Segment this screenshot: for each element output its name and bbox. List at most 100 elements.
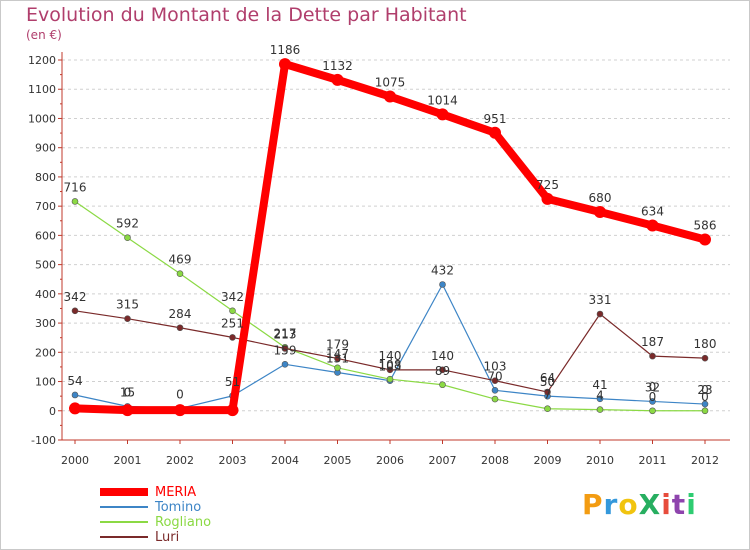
x-tick-label: 2011 bbox=[639, 454, 667, 467]
data-label-rogliano: 89 bbox=[435, 364, 450, 378]
data-point-tomino bbox=[649, 398, 656, 405]
y-tick-label: 100 bbox=[35, 376, 56, 389]
data-label-tomino: 23 bbox=[697, 383, 712, 397]
data-point-luri bbox=[649, 352, 656, 360]
data-point-rogliano bbox=[124, 234, 131, 242]
data-point-rogliano bbox=[439, 381, 446, 389]
data-label-luri: 342 bbox=[64, 290, 87, 304]
overlap-data-label: 0 bbox=[176, 387, 184, 401]
data-point-luri bbox=[596, 310, 604, 318]
y-tick-label: 600 bbox=[35, 229, 56, 242]
overlap-data-label: 0 bbox=[701, 383, 709, 397]
y-tick-label: 400 bbox=[35, 288, 56, 301]
x-tick-label: 2007 bbox=[429, 454, 457, 467]
data-point-luri bbox=[439, 366, 446, 374]
data-label-rogliano: 469 bbox=[169, 253, 192, 267]
data-label-luri: 140 bbox=[431, 349, 454, 363]
x-tick-label: 2008 bbox=[481, 454, 509, 467]
x-tick-label: 2009 bbox=[534, 454, 562, 467]
x-tick-label: 2004 bbox=[271, 454, 299, 467]
data-point-meria bbox=[226, 404, 239, 417]
x-tick-label: 2003 bbox=[219, 454, 247, 467]
chart-title: Evolution du Montant de la Dette par Hab… bbox=[26, 4, 467, 26]
data-label-rogliano: 217 bbox=[274, 326, 297, 340]
data-label-meria: 1186 bbox=[270, 43, 301, 57]
data-label-luri: 284 bbox=[169, 307, 192, 321]
logo-letter: r bbox=[603, 488, 619, 521]
data-point-meria bbox=[279, 58, 291, 71]
y-tick-label: 200 bbox=[35, 346, 56, 359]
data-point-meria bbox=[541, 192, 554, 205]
data-label-meria: 680 bbox=[589, 191, 612, 205]
legend-label: Tomino bbox=[155, 500, 202, 515]
y-tick-label: -100 bbox=[31, 434, 56, 447]
data-label-luri: 140 bbox=[379, 349, 402, 363]
overlap-data-label: 103 bbox=[379, 360, 402, 374]
data-point-luri bbox=[701, 354, 709, 362]
data-point-meria bbox=[436, 108, 449, 121]
data-point-tomino bbox=[71, 391, 79, 399]
overlap-data-label: 0 bbox=[124, 385, 132, 399]
data-label-luri: 331 bbox=[589, 293, 612, 307]
data-label-tomino: 51 bbox=[225, 375, 240, 389]
y-tick-label: 900 bbox=[35, 142, 56, 155]
legend-label: MERIA bbox=[155, 485, 197, 500]
legend-swatch bbox=[100, 536, 148, 538]
data-point-rogliano bbox=[544, 405, 551, 413]
y-tick-label: 1200 bbox=[28, 54, 56, 67]
data-point-meria bbox=[489, 126, 501, 139]
data-point-meria bbox=[331, 73, 344, 86]
y-tick-label: 1100 bbox=[28, 83, 56, 96]
overlap-data-label: 131 bbox=[326, 351, 349, 365]
overlap-data-label: 0 bbox=[649, 380, 657, 394]
data-point-tomino bbox=[491, 387, 499, 394]
data-label-rogliano: 147 bbox=[326, 347, 349, 361]
x-tick-label: 2001 bbox=[114, 454, 142, 467]
data-point-tomino bbox=[281, 360, 289, 368]
logo-letter: t bbox=[671, 488, 687, 521]
legend-label: Rogliano bbox=[155, 515, 212, 530]
data-point-meria bbox=[699, 233, 711, 246]
data-label-meria: 1075 bbox=[375, 76, 406, 90]
data-label-tomino: 54 bbox=[67, 374, 82, 388]
data-label-luri: 64 bbox=[540, 371, 555, 385]
y-tick-label: 1000 bbox=[28, 112, 56, 125]
data-point-luri bbox=[334, 355, 341, 362]
x-tick-label: 2006 bbox=[376, 454, 404, 467]
data-label-luri: 213 bbox=[274, 328, 297, 342]
data-point-luri bbox=[176, 324, 184, 332]
data-point-rogliano bbox=[176, 270, 184, 277]
data-point-rogliano bbox=[334, 364, 341, 372]
data-point-meria bbox=[384, 90, 396, 103]
y-tick-label: 300 bbox=[35, 317, 56, 330]
y-tick-label: 700 bbox=[35, 200, 56, 213]
data-label-meria: 586 bbox=[694, 218, 717, 232]
data-point-luri bbox=[71, 307, 79, 315]
data-point-rogliano bbox=[491, 395, 499, 403]
y-tick-label: 0 bbox=[49, 405, 56, 418]
data-label-luri: 179 bbox=[326, 337, 349, 351]
data-label-rogliano: 716 bbox=[64, 180, 87, 194]
y-tick-label: 800 bbox=[35, 171, 56, 184]
data-point-luri bbox=[281, 345, 289, 352]
data-label-luri: 251 bbox=[221, 316, 244, 330]
x-tick-label: 2012 bbox=[691, 454, 719, 467]
data-label-tomino: 432 bbox=[431, 263, 454, 277]
data-point-rogliano bbox=[649, 407, 656, 415]
data-label-luri: 103 bbox=[484, 360, 507, 374]
x-tick-label: 2000 bbox=[61, 454, 89, 467]
y-tick-label: 500 bbox=[35, 259, 56, 272]
data-point-meria bbox=[594, 206, 606, 218]
data-label-meria: 1132 bbox=[322, 59, 353, 73]
data-label-rogliano: 342 bbox=[221, 290, 244, 304]
legend-label: Luri bbox=[155, 530, 180, 545]
data-point-luri bbox=[124, 315, 131, 322]
data-label-meria: 634 bbox=[641, 204, 664, 218]
data-point-meria bbox=[69, 402, 81, 415]
data-label-luri: 187 bbox=[641, 335, 664, 349]
data-point-meria bbox=[121, 404, 134, 417]
logo-letter: i bbox=[686, 488, 697, 521]
overlap-data-label: 70 bbox=[487, 369, 502, 383]
data-label-rogliano: 0 bbox=[649, 390, 657, 404]
